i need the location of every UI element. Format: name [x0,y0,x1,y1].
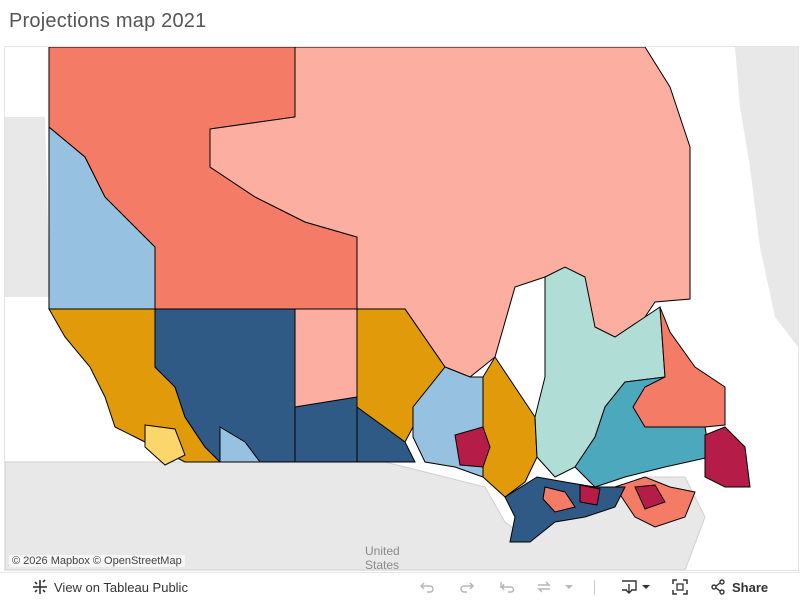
us-label-line2: States [365,558,399,570]
region-ontario-crimson[interactable] [454,426,491,468]
refresh-icon [537,581,551,593]
us-label: United [365,544,400,558]
view-on-public-button[interactable]: View on Tableau Public [32,573,188,601]
map-attribution[interactable]: © 2026 Mapbox © OpenStreetMap [9,555,185,567]
share-icon [711,579,725,595]
undo-icon [419,582,434,593]
share-label: Share [732,579,769,595]
redo-icon [460,582,475,593]
download-button[interactable] [620,573,651,601]
fullscreen-icon [672,579,688,595]
undo-button[interactable] [419,573,435,601]
region-corridor-crimson[interactable] [579,484,601,506]
region-sask-north[interactable] [294,308,358,408]
pause-dropdown[interactable] [564,573,574,601]
region-bc-green[interactable] [144,424,186,466]
chevron-down-icon [565,585,573,589]
alaska-land [5,117,50,297]
region-alberta-light[interactable] [219,426,261,463]
region-labrador[interactable] [632,306,726,428]
page-title: Projections map 2021 [9,10,207,32]
download-icon [622,580,637,594]
toolbar-divider [594,580,595,595]
revert-icon [500,582,515,593]
chevron-down-icon [642,585,650,589]
revert-button[interactable] [499,573,515,601]
tableau-toolbar: View on Tableau Public Share [0,572,800,601]
greenland-land [735,47,798,347]
tableau-logo-icon [33,579,47,594]
redo-button[interactable] [459,573,475,601]
view-on-public-label: View on Tableau Public [54,579,188,595]
region-maritimes-crimson[interactable] [634,484,666,510]
fullscreen-button[interactable] [672,573,688,601]
region-manitoba-south[interactable] [356,406,416,463]
refresh-button[interactable] [535,573,553,601]
region-sask-south[interactable] [294,396,358,463]
region-corridor-liberal[interactable] [542,486,576,513]
region-newfoundland[interactable] [704,426,751,488]
share-button[interactable]: Share [710,573,768,601]
projection-map[interactable]: United States © 2026 Mapbox © OpenStreet… [4,46,799,571]
